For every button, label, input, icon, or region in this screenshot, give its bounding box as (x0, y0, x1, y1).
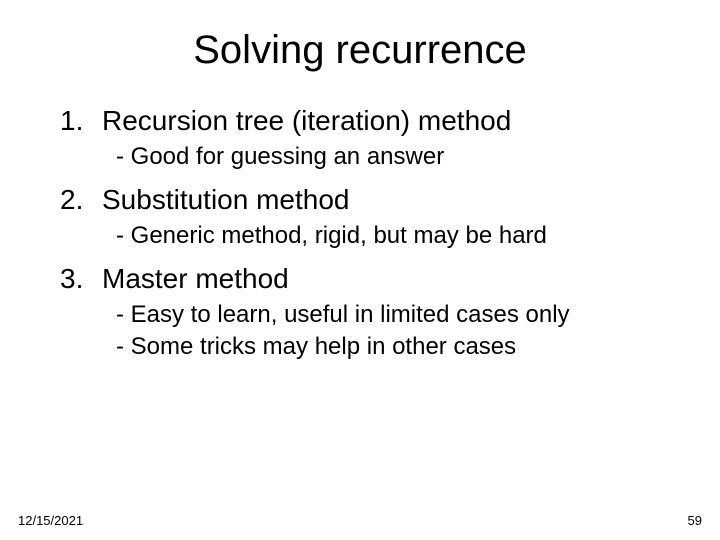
content-area: 1. Recursion tree (iteration) method - G… (40, 105, 680, 362)
sub-item: - Easy to learn, useful in limited cases… (116, 299, 680, 330)
item-heading: 3. Master method (60, 263, 680, 295)
item-title: Recursion tree (iteration) method (102, 105, 511, 137)
item-number: 1. (60, 105, 102, 137)
item-number: 3. (60, 263, 102, 295)
list-item: 3. Master method - Easy to learn, useful… (60, 263, 680, 361)
list-item: 2. Substitution method - Generic method,… (60, 184, 680, 251)
slide-container: Solving recurrence 1. Recursion tree (it… (0, 0, 720, 540)
sub-item: - Generic method, rigid, but may be hard (116, 220, 680, 251)
footer-page: 59 (688, 513, 702, 528)
item-heading: 1. Recursion tree (iteration) method (60, 105, 680, 137)
sub-list: - Generic method, rigid, but may be hard (60, 220, 680, 251)
slide-title: Solving recurrence (40, 28, 680, 73)
item-title: Master method (102, 263, 289, 295)
sub-list: - Good for guessing an answer (60, 141, 680, 172)
item-heading: 2. Substitution method (60, 184, 680, 216)
sub-item: - Good for guessing an answer (116, 141, 680, 172)
footer: 12/15/2021 59 (18, 513, 702, 528)
sub-list: - Easy to learn, useful in limited cases… (60, 299, 680, 361)
footer-date: 12/15/2021 (18, 513, 83, 528)
item-title: Substitution method (102, 184, 350, 216)
item-number: 2. (60, 184, 102, 216)
list-item: 1. Recursion tree (iteration) method - G… (60, 105, 680, 172)
sub-item: - Some tricks may help in other cases (116, 331, 680, 362)
